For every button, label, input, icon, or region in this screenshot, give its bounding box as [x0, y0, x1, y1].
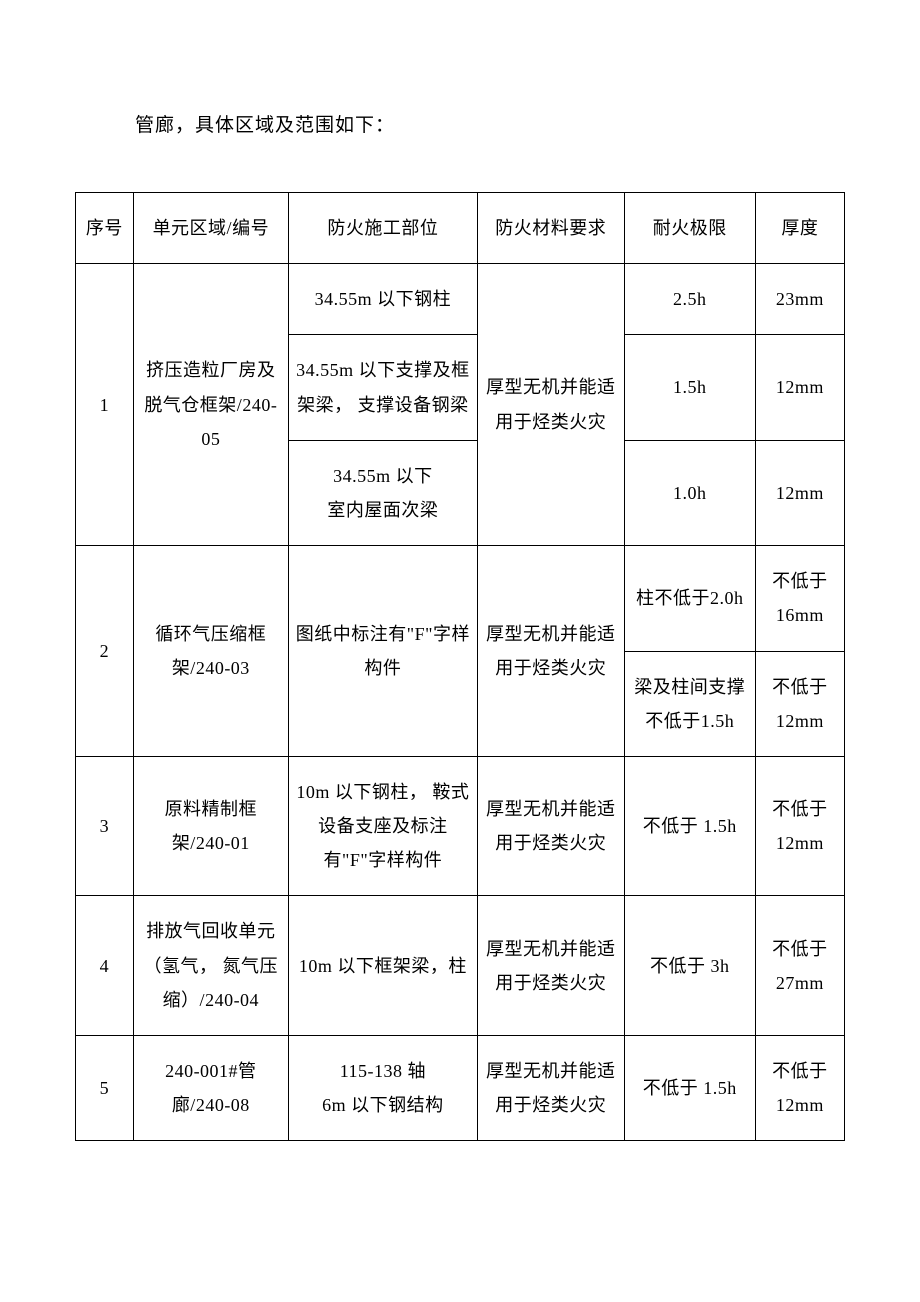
cell-thick: 12mm: [755, 335, 844, 440]
cell-material: 厚型无机并能适用于烃类火灾: [477, 896, 624, 1036]
cell-area: 原料精制框架/240-01: [133, 756, 288, 896]
cell-material: 厚型无机并能适用于烃类火灾: [477, 546, 624, 757]
document-page: 管廊，具体区域及范围如下： 序号 单元区域/编号 防火施工部位 防火材料要求 耐…: [0, 0, 920, 1141]
table-row: 5 240-001#管廊/240-08 115-138 轴 6m 以下钢结构 厚…: [76, 1036, 845, 1141]
header-limit: 耐火极限: [624, 193, 755, 264]
cell-limit: 梁及柱间支撑不低于1.5h: [624, 651, 755, 756]
table-row: 4 排放气回收单元（氢气， 氮气压缩）/240-04 10m 以下框架梁，柱 厚…: [76, 896, 845, 1036]
cell-thick: 不低于27mm: [755, 896, 844, 1036]
cell-part-line1: 34.55m 以下: [295, 459, 471, 493]
cell-part: 10m 以下钢柱， 鞍式设备支座及标注有"F"字样构件: [288, 756, 477, 896]
cell-part: 115-138 轴 6m 以下钢结构: [288, 1036, 477, 1141]
cell-part: 34.55m 以下支撑及框架梁， 支撑设备钢梁: [288, 335, 477, 440]
cell-part: 34.55m 以下钢柱: [288, 264, 477, 335]
cell-limit: 柱不低于2.0h: [624, 546, 755, 651]
cell-num: 4: [76, 896, 134, 1036]
header-thick: 厚度: [755, 193, 844, 264]
cell-part: 10m 以下框架梁，柱: [288, 896, 477, 1036]
header-part: 防火施工部位: [288, 193, 477, 264]
cell-area: 挤压造粒厂房及脱气仓框架/240-05: [133, 264, 288, 546]
cell-thick: 不低于12mm: [755, 1036, 844, 1141]
table-row: 1 挤压造粒厂房及脱气仓框架/240-05 34.55m 以下钢柱 厚型无机并能…: [76, 264, 845, 335]
cell-thick: 不低于16mm: [755, 546, 844, 651]
cell-limit: 不低于 1.5h: [624, 1036, 755, 1141]
header-area: 单元区域/编号: [133, 193, 288, 264]
header-num: 序号: [76, 193, 134, 264]
intro-text: 管廊，具体区域及范围如下：: [135, 110, 845, 137]
header-row: 序号 单元区域/编号 防火施工部位 防火材料要求 耐火极限 厚度: [76, 193, 845, 264]
header-material: 防火材料要求: [477, 193, 624, 264]
cell-num: 5: [76, 1036, 134, 1141]
cell-thick: 12mm: [755, 440, 844, 545]
cell-limit: 2.5h: [624, 264, 755, 335]
cell-limit: 不低于 1.5h: [624, 756, 755, 896]
cell-area: 排放气回收单元（氢气， 氮气压缩）/240-04: [133, 896, 288, 1036]
cell-num: 2: [76, 546, 134, 757]
cell-limit: 1.0h: [624, 440, 755, 545]
cell-part-line1: 115-138 轴: [295, 1054, 471, 1088]
cell-material: 厚型无机并能适用于烃类火灾: [477, 756, 624, 896]
cell-material: 厚型无机并能适用于烃类火灾: [477, 264, 624, 546]
cell-part-line2: 6m 以下钢结构: [295, 1088, 471, 1122]
cell-limit: 不低于 3h: [624, 896, 755, 1036]
cell-part-line2: 室内屋面次梁: [295, 493, 471, 527]
cell-num: 1: [76, 264, 134, 546]
cell-num: 3: [76, 756, 134, 896]
cell-thick: 23mm: [755, 264, 844, 335]
cell-limit: 1.5h: [624, 335, 755, 440]
cell-thick: 不低于12mm: [755, 651, 844, 756]
cell-material: 厚型无机并能适用于烃类火灾: [477, 1036, 624, 1141]
cell-part: 图纸中标注有"F"字样构件: [288, 546, 477, 757]
fireproofing-spec-table: 序号 单元区域/编号 防火施工部位 防火材料要求 耐火极限 厚度 1 挤压造粒厂…: [75, 192, 845, 1141]
cell-thick: 不低于12mm: [755, 756, 844, 896]
table-row: 2 循环气压缩框架/240-03 图纸中标注有"F"字样构件 厚型无机并能适用于…: [76, 546, 845, 651]
cell-area: 循环气压缩框架/240-03: [133, 546, 288, 757]
cell-part: 34.55m 以下 室内屋面次梁: [288, 440, 477, 545]
table-row: 3 原料精制框架/240-01 10m 以下钢柱， 鞍式设备支座及标注有"F"字…: [76, 756, 845, 896]
cell-area: 240-001#管廊/240-08: [133, 1036, 288, 1141]
